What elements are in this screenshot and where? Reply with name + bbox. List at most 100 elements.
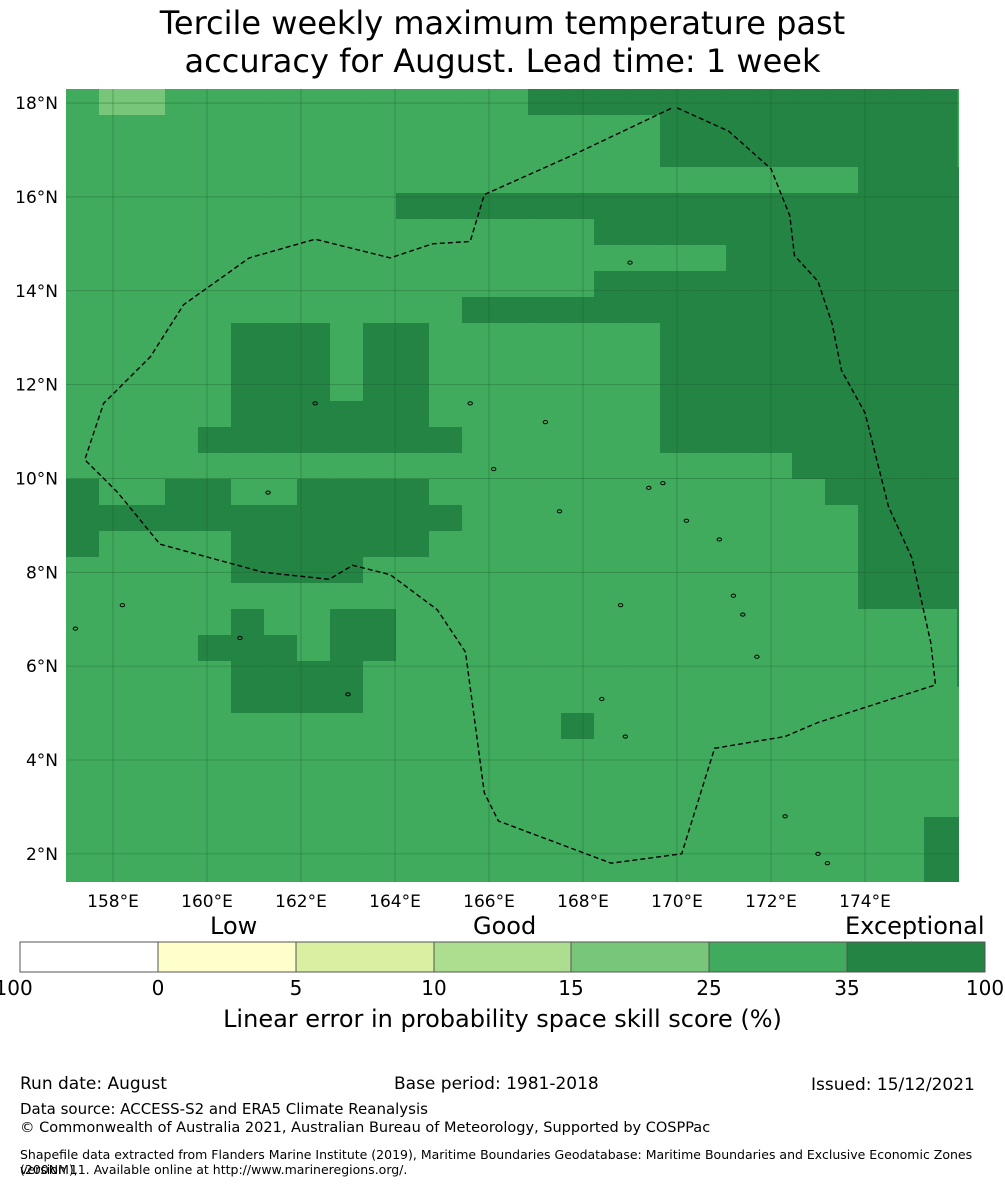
grid-cell <box>363 427 397 454</box>
grid-cell <box>495 531 529 558</box>
grid-cell <box>792 219 826 246</box>
grid-cell <box>792 739 826 766</box>
grid-cell <box>132 817 166 844</box>
grid-cell <box>825 531 859 558</box>
grid-cell <box>891 557 925 584</box>
grid-cell <box>495 739 529 766</box>
grid-cell <box>660 687 694 714</box>
grid-cell <box>495 583 529 610</box>
grid-cell <box>198 427 232 454</box>
grid-cell <box>99 635 133 662</box>
grid-cell <box>495 219 529 246</box>
grid-cell <box>660 869 694 882</box>
grid-cell <box>198 89 232 116</box>
grid-cell <box>891 661 925 688</box>
grid-cell <box>495 791 529 818</box>
grid-cell <box>924 661 958 688</box>
grid-cell <box>330 401 364 428</box>
grid-cell <box>132 765 166 792</box>
grid-cell <box>330 765 364 792</box>
grid-cell <box>330 687 364 714</box>
grid-cell <box>693 349 727 376</box>
grid-cell <box>627 453 661 480</box>
grid-cell <box>561 167 595 194</box>
map-title: Tercile weekly maximum temperature past … <box>0 4 1005 80</box>
grid-cell <box>792 765 826 792</box>
grid-cell <box>594 687 628 714</box>
grid-cell <box>330 375 364 402</box>
grid-cell <box>957 297 959 324</box>
grid-cell <box>297 505 331 532</box>
grid-cell <box>627 739 661 766</box>
grid-cell <box>693 583 727 610</box>
grid-cell <box>396 297 430 324</box>
grid-cell <box>165 167 199 194</box>
grid-cell <box>132 349 166 376</box>
colorbar-tick: 35 <box>834 976 860 1000</box>
grid-cell <box>495 323 529 350</box>
grid-cell <box>660 791 694 818</box>
grid-cell <box>627 193 661 220</box>
grid-cell <box>165 115 199 142</box>
grid-cell <box>99 349 133 376</box>
grid-cell <box>726 323 760 350</box>
grid-cell <box>264 141 298 168</box>
grid-cell <box>660 479 694 506</box>
grid-cell <box>198 167 232 194</box>
grid-cell <box>363 323 397 350</box>
grid-cell <box>264 401 298 428</box>
grid-cell <box>759 739 793 766</box>
grid-cell <box>297 609 331 636</box>
grid-cell <box>396 167 430 194</box>
grid-cell <box>858 479 892 506</box>
lon-tick-label: 172°E <box>745 892 797 912</box>
grid-cell <box>924 505 958 532</box>
grid-cell <box>429 271 463 298</box>
lon-tick-labels: 158°E 160°E 162°E 164°E 166°E 168°E 170°E 172°E… <box>87 892 891 912</box>
grid-cell <box>594 869 628 882</box>
grid-cell <box>660 505 694 532</box>
grid-cell <box>363 115 397 142</box>
grid-cell <box>759 609 793 636</box>
grid-cell <box>198 583 232 610</box>
grid-cell <box>891 219 925 246</box>
grid-cell <box>594 193 628 220</box>
grid-cell <box>891 609 925 636</box>
grid-cell <box>627 817 661 844</box>
grid-cell <box>495 89 529 116</box>
grid-cell <box>891 401 925 428</box>
grid-cell <box>957 843 959 870</box>
grid-cell <box>495 505 529 532</box>
grid-cell <box>363 713 397 740</box>
grid-cell <box>561 765 595 792</box>
grid-cell <box>858 167 892 194</box>
grid-cell <box>693 557 727 584</box>
grid-cell <box>330 843 364 870</box>
grid-cell <box>924 297 958 324</box>
grid-cell <box>858 661 892 688</box>
grid-cell <box>264 869 298 882</box>
grid-cell <box>858 401 892 428</box>
grid-cell <box>891 453 925 480</box>
grid-cell <box>330 245 364 272</box>
grid-cell <box>297 401 331 428</box>
grid-cell <box>264 193 298 220</box>
grid-cell <box>528 739 562 766</box>
grid-cell <box>660 271 694 298</box>
grid-cell <box>198 297 232 324</box>
grid-cell <box>165 141 199 168</box>
grid-cell <box>726 557 760 584</box>
grid-cell <box>561 297 595 324</box>
grid-cell <box>330 713 364 740</box>
grid-cell <box>561 141 595 168</box>
grid-cell <box>891 505 925 532</box>
island-outline <box>660 481 666 486</box>
grid-cell <box>165 297 199 324</box>
grid-cell <box>429 219 463 246</box>
grid-cell <box>957 817 959 844</box>
grid-cell <box>528 453 562 480</box>
grid-cell <box>495 869 529 882</box>
grid-cell <box>363 167 397 194</box>
grid-cell <box>297 791 331 818</box>
grid-cell <box>132 453 166 480</box>
